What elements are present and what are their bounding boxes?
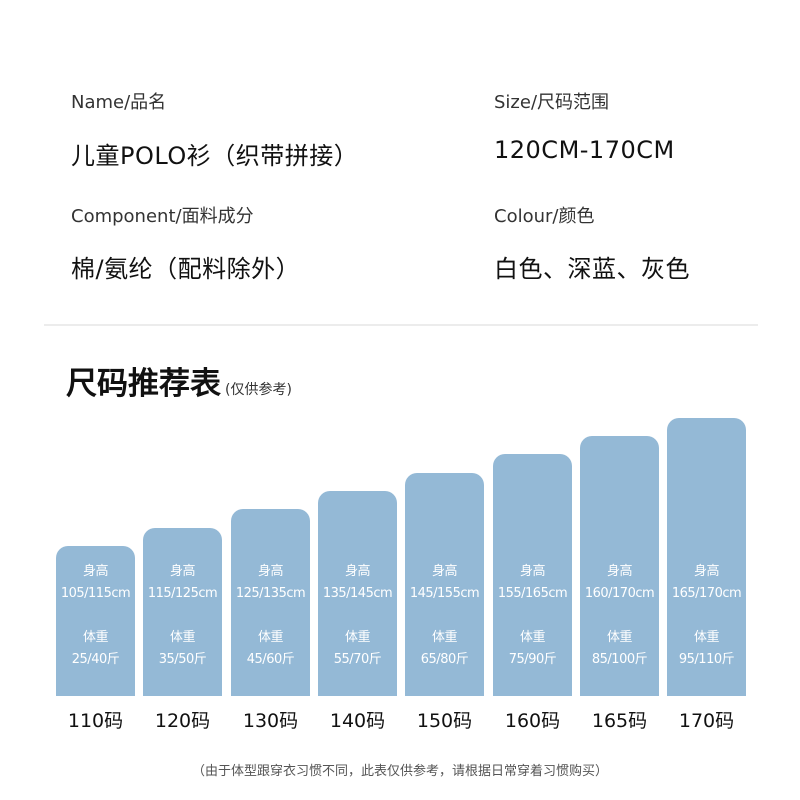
height-range: 125/135cm [235, 586, 306, 601]
height-range: 155/165cm [497, 586, 568, 601]
weight-range: 25/40斤 [71, 652, 120, 667]
colour-value: 白色、深蓝、灰色 [494, 255, 690, 283]
weight-label: 体重 [519, 630, 546, 645]
weight-range: 45/60斤 [246, 652, 295, 667]
size-bar: 身高 115/125cm 体重 35/50斤 [143, 528, 222, 696]
height-label: 身高 [344, 564, 371, 579]
colour-label: Colour/颜色 [494, 206, 595, 227]
weight-label: 体重 [82, 630, 109, 645]
size-bar: 身高 105/115cm 体重 25/40斤 [56, 546, 135, 696]
weight-label: 体重 [606, 630, 633, 645]
size-bar: 身高 160/170cm 体重 85/100斤 [580, 436, 659, 696]
size-range-value: 120CM-170CM [494, 136, 675, 164]
name-value: 儿童POLO衫（织带拼接） [71, 142, 359, 170]
height-label: 身高 [519, 564, 546, 579]
size-range-label: Size/尺码范围 [494, 92, 610, 113]
height-range: 145/155cm [409, 586, 480, 601]
weight-range: 35/50斤 [158, 652, 207, 667]
height-range: 160/170cm [584, 586, 655, 601]
size-bar: 身高 155/165cm 体重 75/90斤 [493, 454, 572, 696]
weight-label: 体重 [169, 630, 196, 645]
weight-label: 体重 [431, 630, 458, 645]
height-range: 115/125cm [147, 586, 218, 601]
weight-range: 55/70斤 [333, 652, 382, 667]
height-label: 身高 [169, 564, 196, 579]
height-label: 身高 [82, 564, 109, 579]
height-range: 135/145cm [322, 586, 393, 601]
name-label: Name/品名 [71, 92, 167, 113]
component-value: 棉/氨纶（配料除外） [71, 255, 301, 283]
size-label: 170码 [678, 710, 735, 732]
height-label: 身高 [693, 564, 720, 579]
section-divider [44, 324, 758, 326]
size-label: 160码 [504, 710, 561, 732]
size-label: 150码 [416, 710, 473, 732]
footnote: （由于体型跟穿衣习惯不同，此表仅供参考，请根据日常穿着习惯购买） [191, 764, 608, 779]
size-label: 130码 [242, 710, 299, 732]
weight-range: 65/80斤 [420, 652, 469, 667]
size-bar: 身高 145/155cm 体重 65/80斤 [405, 473, 484, 696]
height-label: 身高 [431, 564, 458, 579]
weight-label: 体重 [344, 630, 371, 645]
weight-label: 体重 [693, 630, 720, 645]
height-label: 身高 [257, 564, 284, 579]
height-range: 165/170cm [671, 586, 742, 601]
size-bar: 身高 135/145cm 体重 55/70斤 [318, 491, 397, 696]
chart-title-note: (仅供参考) [225, 382, 292, 398]
height-range: 105/115cm [60, 586, 131, 601]
size-bar: 身高 165/170cm 体重 95/110斤 [667, 418, 746, 696]
component-label: Component/面料成分 [71, 206, 254, 227]
weight-range: 95/110斤 [678, 652, 735, 667]
size-bar: 身高 125/135cm 体重 45/60斤 [231, 509, 310, 696]
chart-title: 尺码推荐表 (仅供参考) [66, 358, 292, 403]
weight-range: 85/100斤 [591, 652, 648, 667]
size-label: 120码 [154, 710, 211, 732]
chart-title-text: 尺码推荐表 [66, 366, 221, 402]
size-label: 165码 [591, 710, 648, 732]
height-label: 身高 [606, 564, 633, 579]
weight-label: 体重 [257, 630, 284, 645]
size-label: 110码 [67, 710, 124, 732]
size-label: 140码 [329, 710, 386, 732]
weight-range: 75/90斤 [508, 652, 557, 667]
